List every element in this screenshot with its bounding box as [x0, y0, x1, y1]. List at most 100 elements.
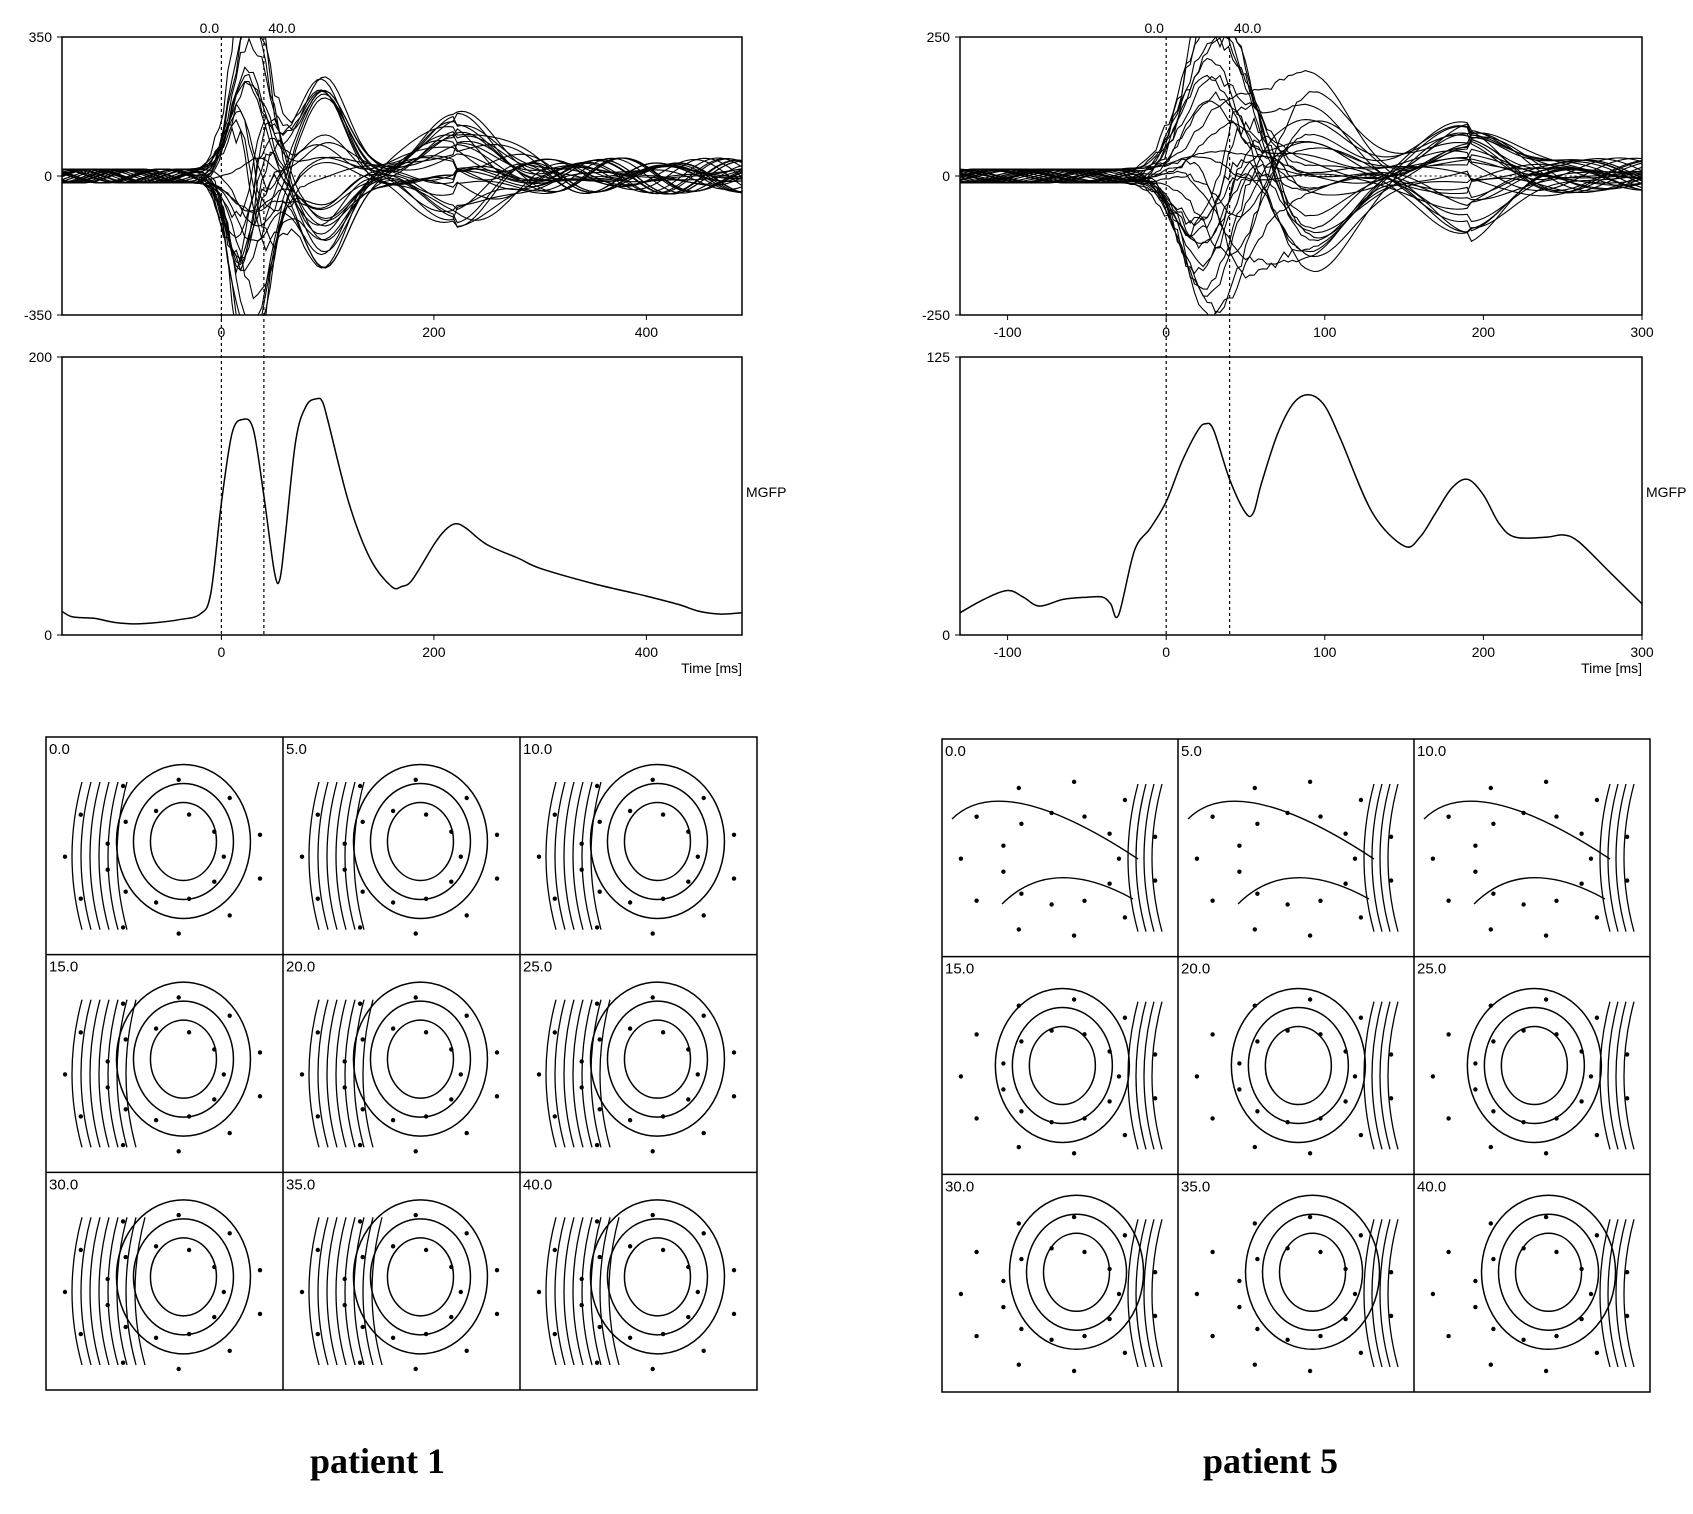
map-time-label: 40.0 [523, 1176, 552, 1193]
electrode-dot [1152, 1313, 1158, 1319]
map-time-label: 10.0 [523, 741, 552, 758]
electrode-dot [1446, 1032, 1451, 1037]
electrode-dot [257, 1311, 263, 1317]
electrode-dot [594, 783, 600, 789]
contour-line [572, 1217, 584, 1366]
electrode-dot [650, 931, 655, 936]
electrode-dot [342, 1276, 347, 1282]
electrode-dot [423, 1114, 429, 1119]
electrode-dot [299, 1289, 305, 1295]
contour-line [1151, 1219, 1163, 1368]
y-tick-label: 250 [927, 29, 951, 45]
electrode-dot [552, 1247, 557, 1253]
electrode-dot [660, 896, 666, 901]
potential-map [62, 981, 263, 1154]
electrode-dot [221, 854, 226, 859]
electrode-dot [413, 1212, 418, 1218]
contour-line [335, 1217, 347, 1366]
potential-map [958, 1194, 1163, 1374]
waveform-trace [960, 135, 1642, 275]
electrode-dot [1624, 1313, 1630, 1319]
map-time-label: 25.0 [1417, 961, 1446, 978]
electrode-dot [1049, 1120, 1054, 1125]
map-time-label: 35.0 [286, 1176, 315, 1193]
electrode-dot [627, 1026, 633, 1031]
electrode-dot [315, 1030, 320, 1035]
electrode-dot [1082, 1116, 1087, 1121]
electrode-dot [1082, 814, 1087, 819]
contour-line [590, 781, 602, 930]
electrode-dot [1446, 898, 1451, 903]
electrode-dot [1016, 927, 1021, 932]
map-time-label: 30.0 [49, 1176, 78, 1193]
contour-line [563, 1217, 575, 1366]
electrode-dot [597, 819, 602, 824]
electrode-dot [1446, 814, 1451, 819]
potential-map [536, 1199, 737, 1372]
electrode-dot [1579, 1266, 1584, 1272]
contour-line [994, 987, 1131, 1144]
electrode-dot [1252, 1221, 1258, 1226]
electrode-dot [974, 1249, 979, 1255]
electrode-dot [120, 1360, 126, 1365]
electrode-dot [1016, 1003, 1021, 1008]
contour-line [115, 763, 252, 920]
electrode-dot [120, 783, 126, 789]
electrode-dot [1307, 997, 1313, 1002]
electrode-dot [257, 876, 263, 881]
electrode-dot [1554, 1032, 1559, 1037]
contour-line [1135, 1219, 1147, 1368]
electrode-dot [650, 1212, 655, 1218]
waveform-group [62, 37, 742, 315]
contour-line [1623, 1219, 1635, 1368]
electrode-dot [360, 889, 365, 894]
electrode-dot [1285, 1246, 1290, 1251]
electrode-dot [449, 1047, 454, 1052]
y-tick-label: 0 [44, 168, 52, 184]
electrode-dot [1430, 1074, 1436, 1079]
electrode-dot [1521, 810, 1526, 816]
electrode-dot [701, 1130, 706, 1136]
x-tick-label: 200 [422, 324, 446, 340]
map-time-label: 30.0 [945, 1178, 974, 1195]
electrode-dot [342, 1085, 347, 1090]
electrode-dot [1588, 1291, 1594, 1297]
electrode-dot [1071, 1368, 1077, 1374]
electrode-dot [1116, 1074, 1122, 1079]
electrode-dot [123, 1254, 128, 1260]
electrode-dot [357, 783, 363, 789]
contour-line [1500, 1025, 1569, 1106]
map-time-label: 15.0 [49, 959, 78, 976]
electrode-dot [62, 1072, 68, 1077]
electrode-dot [186, 812, 192, 817]
contour-line [545, 1217, 557, 1366]
contour-line [1363, 783, 1375, 932]
electrode-dot [464, 1013, 469, 1018]
electrode-dot [62, 1289, 68, 1295]
electrode-dot [1001, 843, 1006, 848]
x-tick-label: 200 [1472, 644, 1496, 660]
electrode-dot [423, 1030, 429, 1035]
waveform-trace [960, 91, 1642, 257]
contour-line [1151, 783, 1163, 932]
contour-line [1127, 783, 1139, 932]
electrode-dot [1388, 1096, 1394, 1101]
electrode-dot [221, 1289, 226, 1295]
electrode-dot [552, 896, 557, 901]
electrode-dot [1343, 831, 1348, 836]
electrode-dot [1071, 997, 1077, 1002]
contour-line [1264, 1025, 1333, 1106]
electrode-dot [650, 995, 655, 1000]
electrode-dot [974, 1032, 979, 1037]
contour-line [1363, 1219, 1375, 1368]
electrode-dot [1388, 878, 1394, 883]
electrode-dot [413, 1149, 418, 1154]
contour-line [98, 1217, 110, 1366]
contour-line [362, 1217, 374, 1366]
potential-map [536, 763, 737, 936]
electrode-dot [315, 896, 320, 901]
electrode-dot [731, 832, 737, 837]
contour-line [352, 981, 489, 1137]
electrode-dot [1488, 927, 1494, 932]
contour-line [335, 999, 347, 1148]
